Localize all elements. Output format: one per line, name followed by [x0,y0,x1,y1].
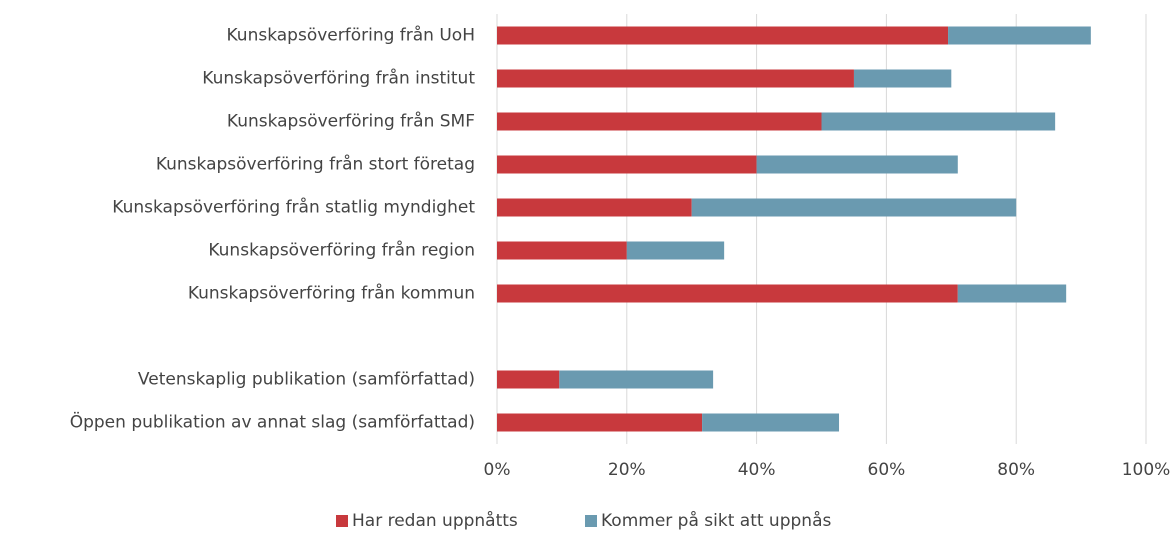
y-tick-label: Kunskapsöverföring från SMF [227,111,475,132]
bar [853,69,952,88]
bar [497,284,958,303]
bar [497,69,854,88]
legend-label: Kommer på sikt att uppnås [601,510,831,530]
y-tick-label: Kunskapsöverföring från institut [202,68,475,89]
bar [497,413,703,432]
bar [497,241,627,260]
y-tick-label: Öppen publikation av annat slag (samförf… [70,411,475,433]
x-tick-label: 20% [608,460,646,480]
y-tick-label: Kunskapsöverföring från UoH [227,25,476,46]
bar [756,155,958,174]
legend-label: Har redan uppnåtts [352,510,518,530]
bar [497,370,560,389]
bar [497,26,949,45]
y-tick-label: Kunskapsöverföring från statlig myndighe… [112,197,475,218]
x-tick-label: 100% [1122,460,1171,480]
bar [957,284,1067,303]
x-tick-label: 0% [484,460,511,480]
x-tick-label: 80% [997,460,1035,480]
y-tick-label: Kunskapsöverföring från stort företag [156,154,475,175]
legend-swatch [585,515,597,527]
y-tick-label: Vetenskaplig publikation (samförfattad) [138,370,475,390]
bar [497,155,757,174]
bar [497,198,692,217]
x-tick-label: 40% [738,460,776,480]
bar [559,370,714,389]
bar [702,413,840,432]
bar [497,112,822,131]
legend-swatch [336,515,348,527]
y-tick-label: Kunskapsöverföring från region [208,240,475,261]
bar [626,241,725,260]
bar [948,26,1091,45]
y-tick-label: Kunskapsöverföring från kommun [188,283,475,304]
bar [821,112,1056,131]
bar [691,198,1017,217]
x-tick-label: 60% [868,460,906,480]
